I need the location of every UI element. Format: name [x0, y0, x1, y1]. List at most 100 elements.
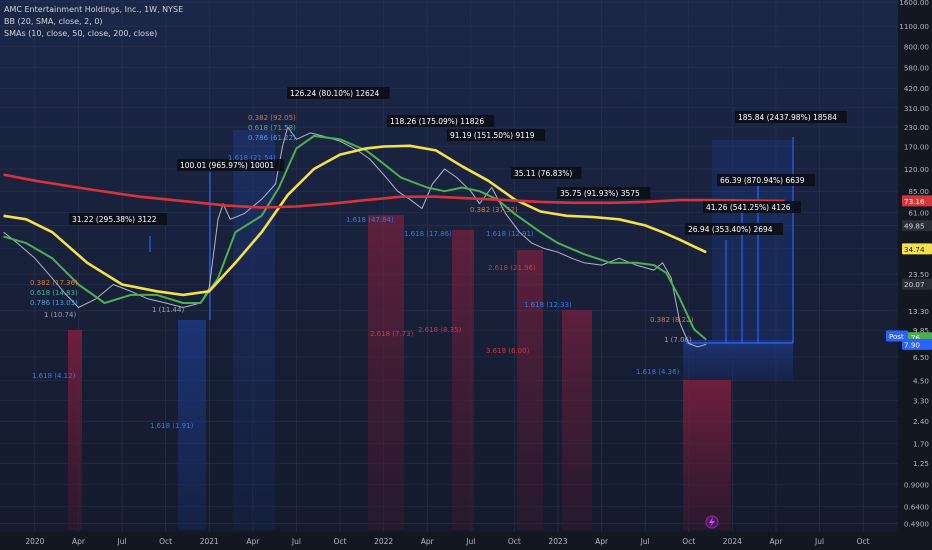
x-tick-label: Apr: [246, 537, 260, 546]
y-tick-label: 4.50: [913, 377, 929, 386]
fib-label: 2.618 (7.73): [370, 330, 414, 338]
y-tick-label: 1.25: [913, 459, 929, 468]
annotation-box: [447, 129, 545, 141]
y-tick-label: 1100.00: [899, 22, 929, 31]
annotation-label: 126.24 (80.10%) 12624: [290, 89, 380, 98]
fib-zone: [452, 230, 474, 530]
y-tick-label: 230.00: [904, 123, 930, 132]
x-tick-label: Apr: [421, 537, 435, 546]
fib-label: 0.618 (14.83): [30, 289, 78, 297]
fib-label: 2.618 (21.96): [488, 264, 536, 272]
y-tick-label: 6.50: [913, 353, 929, 362]
annotation-label: 91.19 (151.50%) 9119: [450, 131, 535, 140]
fib-zone: [517, 250, 543, 530]
y-tick-label: 580.00: [904, 63, 930, 72]
y-tick-label: 1600.00: [899, 0, 929, 7]
x-tick-label: Oct: [508, 537, 521, 546]
fib-label: 0.382 (8.22): [650, 316, 694, 324]
annotation-box: [387, 115, 495, 127]
fib-label: 1.618 (17.86): [404, 230, 452, 238]
x-axis[interactable]: 2020 Apr Jul Oct 2021 Apr Jul Oct 2022 Apr Jul Oct 2…: [0, 532, 932, 550]
x-tick-label: Oct: [334, 537, 347, 546]
annotation-label: 185.84 (2437.98%) 18584: [738, 113, 837, 122]
price-badge-label: 49.85: [904, 222, 925, 231]
x-tick-label: 2024: [723, 537, 742, 546]
price-badge-label: 34.74: [904, 245, 925, 254]
price-badge: [902, 338, 932, 350]
fib-zone: [178, 320, 206, 530]
x-tick-label: Oct: [682, 537, 695, 546]
fib-zone: [368, 215, 404, 530]
lightning-icon[interactable]: [705, 515, 719, 529]
annotation-box: [511, 167, 582, 179]
price-badge-label: 20.07: [904, 280, 925, 289]
x-tick-label: Jul: [465, 537, 475, 546]
price-badge: [902, 278, 932, 290]
fib-zones: [68, 130, 793, 530]
fib-label: 1 (10.74): [44, 311, 76, 319]
legend-bb: BB (20, SMA, close, 2, 0): [4, 17, 103, 26]
annotation-label: 100.01 (965.97%) 10001: [180, 161, 274, 170]
y-tick-label: 13.30: [908, 307, 929, 316]
x-tick-label: Jul: [640, 537, 650, 546]
annotation-box: [735, 111, 847, 123]
y-tick-label: 800.00: [904, 43, 930, 52]
fib-zone: [233, 130, 275, 530]
legend-title: AMC Entertainment Holdings, Inc., 1W, NY…: [4, 5, 184, 14]
annotation-label: 31.22 (295.38%) 3122: [72, 215, 157, 224]
fib-label: 2.618 (8.35): [418, 326, 462, 334]
series-price: [3, 126, 707, 348]
fib-label: 1.618 (1.91): [150, 422, 194, 430]
fib-label: 0.618 (71.58): [248, 124, 296, 132]
x-tick-label: Apr: [769, 537, 783, 546]
annotation-box: [177, 159, 285, 171]
x-tick-label: 2020: [25, 537, 44, 546]
y-tick-label: 85.00: [908, 187, 929, 196]
fib-label: 3.618 (6.00): [486, 347, 530, 355]
fib-zone: [683, 340, 793, 380]
y-tick-label: 120.00: [904, 165, 930, 174]
x-tick-label: Oct: [857, 537, 870, 546]
price-badge: [902, 195, 932, 207]
fib-zone: [683, 380, 731, 530]
price-badge-label: 8.76: [904, 334, 920, 343]
x-tick-label: 2023: [548, 537, 567, 546]
price-badge-label: 73.16: [904, 197, 925, 206]
annotation-label: 66.39 (870.94%) 6639: [720, 176, 805, 185]
annotation-label: 41.26 (541.25%) 4126: [706, 203, 791, 212]
post-badge-label: Post: [889, 333, 904, 341]
price-badge: [902, 243, 932, 255]
y-axis[interactable]: 1600.00 1100.00 800.00 580.00 420.00 310.00 23…: [898, 0, 932, 550]
fib-label: 0.382 (37.52): [470, 206, 518, 214]
x-tick-label: Apr: [595, 537, 609, 546]
y-tick-label: 0.6400: [904, 502, 930, 511]
y-tick-label: 23.50: [908, 270, 929, 279]
fib-zone: [68, 330, 82, 530]
price-badge-label: 7.90: [904, 340, 920, 349]
y-axis-panel: [898, 0, 932, 550]
y-tick-label: 2.40: [913, 417, 929, 426]
fib-label: 1.618 (12.33): [524, 301, 572, 309]
series-sma10: [3, 135, 707, 341]
fib-label: 1.618 (4.12): [32, 372, 76, 380]
annotation-box: [287, 87, 390, 99]
annotation-label: 35.75 (91.93%) 3575: [560, 189, 640, 198]
fib-label: 1 (7.06): [664, 336, 692, 344]
y-tick-label: 310.00: [904, 104, 930, 113]
annotation-box: [703, 201, 801, 213]
fib-label: 1.618 (47.84): [346, 216, 394, 224]
y-tick-label: 420.00: [904, 84, 930, 93]
annotations: 31.22 (295.38%) 3122 100.01 (965.97%) 100…: [69, 87, 847, 235]
series-lines: [3, 126, 785, 348]
fib-label: 1 (11.44): [152, 306, 184, 314]
annotation-box: [69, 213, 167, 225]
fib-label: 0.786 (13.03): [30, 299, 78, 307]
x-tick-label: 2021: [200, 537, 219, 546]
annotation-box: [557, 187, 651, 199]
fib-label: 0.382 (17.36): [30, 279, 78, 287]
price-badge: [902, 220, 932, 232]
annotation-box: [685, 223, 783, 235]
annotation-label: 35.11 (76.83%): [514, 169, 572, 178]
